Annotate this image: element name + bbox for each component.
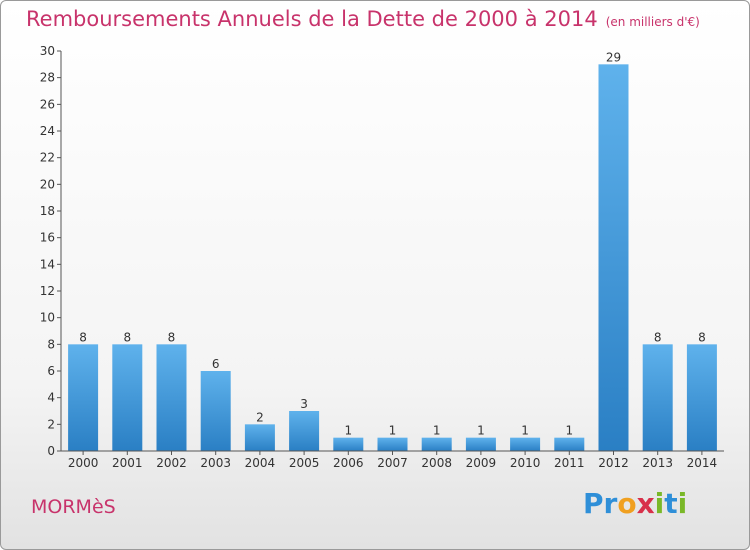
bar-2011 [554,437,585,451]
x-tick-label-2011: 2011 [554,456,585,470]
logo-letter: t [664,487,678,520]
bar-2013 [642,344,673,451]
y-tick-label: 8 [47,337,55,351]
x-tick-label-2007: 2007 [377,456,408,470]
bar-2014 [686,344,717,451]
x-tick-label-2006: 2006 [333,456,364,470]
y-tick-label: 28 [40,71,55,85]
data-label-2006: 1 [344,424,352,438]
logo-letter: r [603,487,618,520]
bars-layer: 8 8 8 6 2 3 1 1 1 1 1 1 29 8 8 [68,50,717,452]
y-tick-label: 20 [40,177,55,191]
logo-letter: P [583,487,604,520]
bar-2007 [377,437,408,451]
y-tick-label: 18 [40,204,55,218]
data-label-2014: 8 [698,330,706,344]
y-tick-label: 2 [47,417,55,431]
logo-letter: o [617,487,637,520]
x-tick-label-2005: 2005 [289,456,320,470]
y-tick-label: 6 [47,364,55,378]
y-tick-label: 12 [40,284,55,298]
x-tick-label-2002: 2002 [156,456,187,470]
bar-2008 [421,437,452,451]
bar-2001 [112,344,143,451]
logo-letter: x [636,487,655,520]
y-tick-label: 22 [40,151,55,165]
chart-subtitle: (en milliers d'€) [605,15,700,29]
y-tick-label: 10 [40,311,55,325]
y-tick-label: 30 [40,44,55,58]
x-tick-label-2012: 2012 [598,456,629,470]
y-tick-label: 24 [40,124,55,138]
data-label-2005: 3 [300,397,308,411]
bar-2010 [510,437,541,451]
y-tick-label: 16 [40,231,55,245]
data-label-2010: 1 [521,424,529,438]
data-label-2012: 29 [606,50,621,64]
x-tick-label-2013: 2013 [642,456,673,470]
bar-2009 [465,437,496,451]
y-tick-label: 4 [47,391,55,405]
proxiti-logo: Proxiti [583,487,687,520]
y-tick-label: 0 [47,444,55,458]
data-label-2013: 8 [654,330,662,344]
bar-2003 [200,371,231,451]
data-label-2002: 8 [168,330,176,344]
data-label-2003: 6 [212,357,220,371]
bar-2006 [333,437,364,451]
y-tick-label: 14 [40,257,55,271]
commune-name: MORMèS [31,496,116,518]
bar-2000 [68,344,99,451]
bar-2005 [289,411,320,451]
data-label-2009: 1 [477,424,485,438]
data-label-2007: 1 [389,424,397,438]
x-tick-label-2004: 2004 [245,456,276,470]
logo-letter: i [677,487,688,520]
x-tick-label-2001: 2001 [112,456,143,470]
bar-2012 [598,64,629,452]
chart-title-text: Remboursements Annuels de la Dette de 20… [26,7,598,31]
data-label-2001: 8 [123,330,131,344]
x-tick-label-2014: 2014 [687,456,718,470]
data-label-2008: 1 [433,424,441,438]
x-tick-label-2000: 2000 [68,456,99,470]
x-tick-label-2009: 2009 [466,456,497,470]
x-tick-label-2003: 2003 [200,456,231,470]
bar-2002 [156,344,187,451]
data-label-2011: 1 [565,424,573,438]
y-tick-label: 26 [40,97,55,111]
bar-2004 [244,424,275,451]
logo-letter: i [654,487,665,520]
data-label-2000: 8 [79,330,87,344]
x-tick-label-2008: 2008 [421,456,452,470]
data-label-2004: 2 [256,410,264,424]
x-tick-label-2010: 2010 [510,456,541,470]
chart-title: Remboursements Annuels de la Dette de 20… [26,7,700,31]
